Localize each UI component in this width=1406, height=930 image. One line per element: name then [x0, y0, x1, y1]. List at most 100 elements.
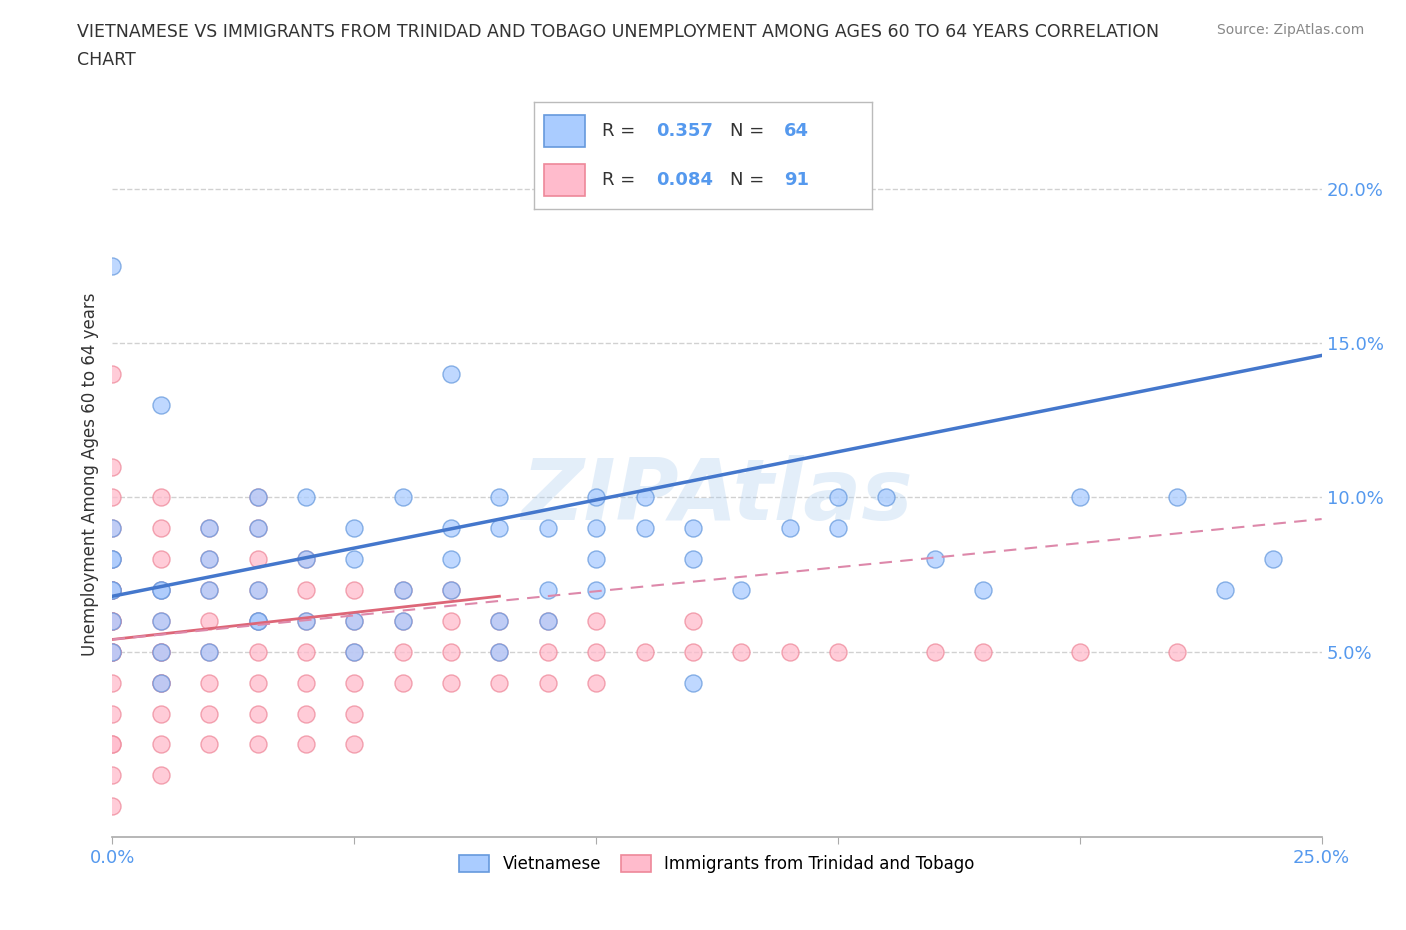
Text: R =: R =: [602, 122, 636, 140]
Point: [198, 521, 221, 536]
Point: [343, 521, 366, 536]
Point: [149, 675, 172, 690]
Point: [488, 644, 510, 659]
Point: [198, 644, 221, 659]
Point: [924, 551, 946, 566]
Point: [149, 582, 172, 597]
Point: [246, 582, 269, 597]
Point: [343, 614, 366, 629]
Point: [149, 582, 172, 597]
Point: [585, 521, 607, 536]
Point: [101, 706, 124, 721]
Point: [149, 675, 172, 690]
Point: [198, 614, 221, 629]
Point: [391, 614, 413, 629]
Point: [295, 490, 318, 505]
Text: N =: N =: [730, 171, 765, 190]
Point: [246, 490, 269, 505]
Point: [149, 644, 172, 659]
Point: [972, 582, 994, 597]
Point: [585, 490, 607, 505]
Point: [101, 582, 124, 597]
Point: [295, 706, 318, 721]
Point: [198, 644, 221, 659]
Point: [101, 459, 124, 474]
Point: [391, 490, 413, 505]
Point: [101, 768, 124, 783]
Text: VIETNAMESE VS IMMIGRANTS FROM TRINIDAD AND TOBAGO UNEMPLOYMENT AMONG AGES 60 TO : VIETNAMESE VS IMMIGRANTS FROM TRINIDAD A…: [77, 23, 1160, 41]
Point: [198, 582, 221, 597]
Point: [149, 490, 172, 505]
Point: [101, 614, 124, 629]
Text: ZIPAtlas: ZIPAtlas: [522, 455, 912, 538]
Point: [343, 644, 366, 659]
Point: [585, 644, 607, 659]
Point: [149, 768, 172, 783]
Point: [149, 644, 172, 659]
Point: [633, 490, 655, 505]
Point: [440, 551, 463, 566]
Point: [1166, 644, 1188, 659]
Point: [585, 675, 607, 690]
Point: [101, 644, 124, 659]
Point: [101, 366, 124, 381]
Point: [101, 644, 124, 659]
Text: N =: N =: [730, 122, 765, 140]
Point: [537, 644, 560, 659]
Point: [391, 644, 413, 659]
Point: [101, 675, 124, 690]
Point: [101, 644, 124, 659]
Point: [101, 614, 124, 629]
Point: [1069, 490, 1091, 505]
Point: [246, 551, 269, 566]
Point: [198, 521, 221, 536]
Point: [295, 644, 318, 659]
Point: [246, 614, 269, 629]
Point: [440, 582, 463, 597]
Text: Source: ZipAtlas.com: Source: ZipAtlas.com: [1216, 23, 1364, 37]
Point: [488, 490, 510, 505]
Point: [488, 614, 510, 629]
Point: [246, 614, 269, 629]
Point: [391, 675, 413, 690]
Point: [1263, 551, 1285, 566]
Point: [633, 521, 655, 536]
Point: [537, 614, 560, 629]
Point: [149, 614, 172, 629]
Point: [1166, 490, 1188, 505]
Point: [149, 397, 172, 412]
Point: [246, 582, 269, 597]
Point: [101, 521, 124, 536]
Point: [101, 737, 124, 751]
Point: [198, 582, 221, 597]
Text: CHART: CHART: [77, 51, 136, 69]
Point: [101, 644, 124, 659]
Point: [101, 582, 124, 597]
Point: [101, 614, 124, 629]
Point: [730, 582, 752, 597]
Point: [682, 614, 704, 629]
Point: [198, 675, 221, 690]
Point: [488, 644, 510, 659]
Point: [343, 737, 366, 751]
Point: [198, 706, 221, 721]
Point: [537, 614, 560, 629]
Point: [633, 644, 655, 659]
Point: [246, 521, 269, 536]
Point: [149, 551, 172, 566]
Point: [875, 490, 897, 505]
Point: [149, 706, 172, 721]
Point: [101, 551, 124, 566]
Point: [391, 582, 413, 597]
Point: [343, 644, 366, 659]
Point: [198, 551, 221, 566]
Point: [246, 737, 269, 751]
Point: [440, 644, 463, 659]
Point: [295, 614, 318, 629]
Point: [101, 799, 124, 814]
Point: [343, 551, 366, 566]
Text: 0.084: 0.084: [655, 171, 713, 190]
Point: [537, 582, 560, 597]
Point: [149, 582, 172, 597]
Point: [246, 614, 269, 629]
